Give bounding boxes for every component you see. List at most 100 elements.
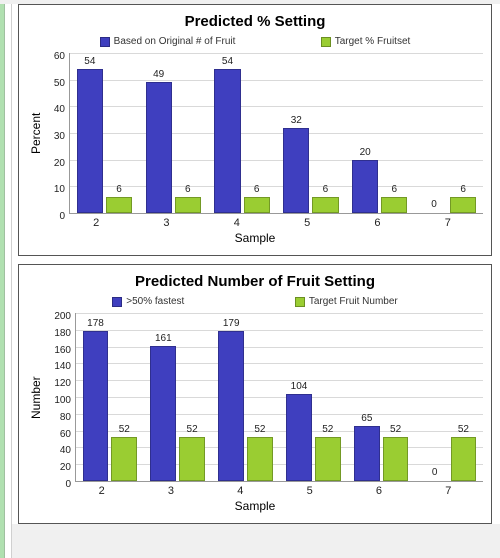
bar-group: 0 52 [415,313,483,481]
bar: 6 [312,197,338,213]
bar-value-label: 0 [432,467,438,478]
chart2-plot-area: 178521615217952104526552052 [75,313,483,482]
bar: 20 [352,160,378,213]
bar-value-label: 52 [254,424,265,435]
bar-group: 206 [345,53,414,213]
bar-value-label: 6 [323,184,329,195]
x-tick: 2 [67,482,136,497]
bar-value-label: 6 [392,184,398,195]
chart2-x-ticks: 234567 [67,482,483,497]
bar: 52 [111,437,137,481]
chart1-xlabel: Sample [27,231,483,245]
bar: 32 [283,128,309,213]
bar: 52 [451,437,477,481]
chart1-ylabel: Percent [27,53,45,214]
chart-predicted-number-fruit-setting[interactable]: Predicted Number of Fruit Setting >50% f… [18,264,492,524]
bar: 178 [83,331,109,481]
chart2-y-ticks: 200180160140120100806040200 [45,313,75,481]
bar: 6 [106,197,132,213]
bar-group: 546 [70,53,139,213]
bars-container: 54649654632620606 [70,53,483,213]
bar: 179 [218,331,244,481]
bar-value-label: 6 [185,184,191,195]
bar-group: 546 [208,53,277,213]
gridline-left-col [5,4,12,558]
worksheet: Predicted % Setting Based on Original # … [10,4,500,524]
x-tick: 7 [413,214,483,229]
bar-value-label: 65 [361,413,372,424]
bar-value-label: 104 [291,381,308,392]
chart1-legend-label-0: Based on Original # of Fruit [114,36,236,47]
chart2-legend-label-0: >50% fastest [126,296,184,307]
bar: 6 [381,197,407,213]
bar-value-label: 32 [291,115,302,126]
chart1-legend-item-1: Target % Fruitset [321,36,411,47]
square-icon [321,37,331,47]
bar-group: 17952 [212,313,280,481]
chart1-x-ticks: 234567 [61,214,483,229]
bar-value-label: 54 [222,56,233,67]
chart1-y-ticks: 6050403020100 [45,53,69,213]
chart1-title: Predicted % Setting [27,13,483,30]
bar: 52 [383,437,409,481]
square-icon [112,297,122,307]
x-tick: 5 [275,482,344,497]
bar-value-label: 6 [460,184,466,195]
x-tick: 6 [342,214,412,229]
bar: 6 [175,197,201,213]
bar: 6 [450,197,476,213]
bar-value-label: 52 [187,424,198,435]
bar: 52 [315,437,341,481]
chart2-ylabel: Number [27,313,45,482]
bar-group: 06 [414,53,483,213]
square-icon [295,297,305,307]
bar-group: 17852 [76,313,144,481]
bar: 104 [286,394,312,481]
chart2-xlabel: Sample [27,499,483,513]
bar-group: 10452 [279,313,347,481]
bar-value-label: 6 [116,184,122,195]
chart2-legend-label-1: Target Fruit Number [309,296,398,307]
chart1-legend: Based on Original # of Fruit Target % Fr… [57,36,453,47]
x-tick: 7 [414,482,483,497]
bar-value-label: 52 [119,424,130,435]
bar-group: 6552 [347,313,415,481]
bar-value-label: 179 [223,318,240,329]
bar: 54 [77,69,103,213]
bar-value-label: 52 [322,424,333,435]
bar-group: 49 6 [139,53,208,213]
chart2-legend-item-0: >50% fastest [112,296,184,307]
bar-group: 326 [276,53,345,213]
square-icon [100,37,110,47]
bar-value-label: 52 [390,424,401,435]
bar-value-label: 6 [254,184,260,195]
chart2-title: Predicted Number of Fruit Setting [27,273,483,290]
bar: 54 [214,69,240,213]
bar-value-label: 0 [431,199,437,210]
bar-value-label: 54 [84,56,95,67]
chart1-plot-area: 54649654632620606 [69,53,483,214]
bar-group: 16152 [144,313,212,481]
bar-value-label: 52 [458,424,469,435]
x-tick: 4 [202,214,272,229]
bar: 65 [354,426,380,481]
bar: 161 [150,346,176,481]
x-tick: 3 [136,482,205,497]
bar: 52 [247,437,273,481]
bar-value-label: 20 [360,147,371,158]
x-tick: 3 [131,214,201,229]
chart2-legend-item-1: Target Fruit Number [295,296,398,307]
bar-value-label: 49 [153,69,164,80]
chart1-legend-item-0: Based on Original # of Fruit [100,36,236,47]
bar: 52 [179,437,205,481]
bar: 6 [244,197,270,213]
bars-container: 178521615217952104526552052 [76,313,483,481]
chart1-legend-label-1: Target % Fruitset [335,36,411,47]
x-tick: 4 [206,482,275,497]
bar-value-label: 161 [155,333,172,344]
chart2-legend: >50% fastest Target Fruit Number [57,296,453,307]
x-tick: 6 [344,482,413,497]
x-tick: 2 [61,214,131,229]
chart-predicted-percent-setting[interactable]: Predicted % Setting Based on Original # … [18,4,492,256]
x-tick: 5 [272,214,342,229]
